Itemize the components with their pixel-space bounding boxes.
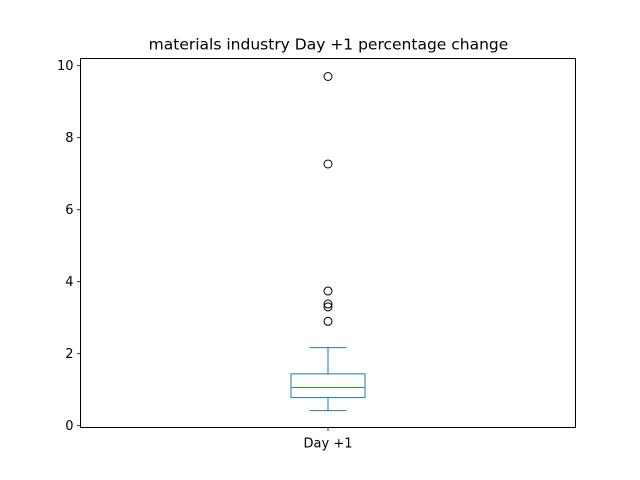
outlier-point bbox=[323, 302, 333, 312]
outlier-point bbox=[323, 159, 333, 169]
plot-area bbox=[290, 72, 366, 412]
y-tick-label: 10 bbox=[57, 59, 74, 74]
outlier-point bbox=[323, 299, 333, 309]
outlier-point bbox=[323, 286, 333, 296]
y-tick-label: 2 bbox=[65, 347, 73, 362]
outlier-point bbox=[323, 316, 333, 326]
chart-title: materials industry Day +1 percentage cha… bbox=[149, 36, 509, 54]
iqr-box bbox=[290, 373, 366, 399]
x-tick-label: Day +1 bbox=[304, 437, 353, 452]
x-axis: Day +1 bbox=[304, 427, 353, 452]
y-tick-label: 6 bbox=[65, 203, 73, 218]
y-tick-label: 0 bbox=[65, 419, 73, 434]
y-tick-label: 8 bbox=[65, 131, 73, 146]
y-tick-label: 4 bbox=[65, 275, 73, 290]
y-axis: 0 2 4 6 8 10 bbox=[57, 59, 81, 434]
outlier-point bbox=[323, 72, 333, 81]
